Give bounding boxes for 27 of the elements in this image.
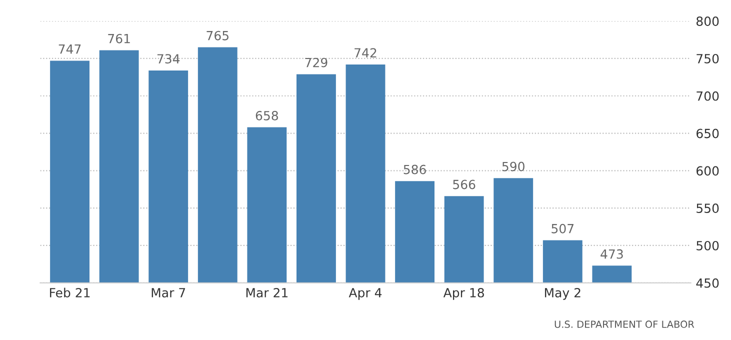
data-label: 507 xyxy=(552,224,574,234)
y-tick-label: 750 xyxy=(696,54,719,64)
data-label: 734 xyxy=(157,54,180,64)
y-tick-label: 550 xyxy=(696,204,719,214)
data-label: 566 xyxy=(453,180,476,190)
y-tick-label: 600 xyxy=(696,166,719,176)
y-tick-label: 450 xyxy=(696,278,719,288)
y-tick-label: 650 xyxy=(696,128,719,138)
x-tick-label: Mar 7 xyxy=(152,288,186,298)
y-tick-label: 800 xyxy=(696,16,719,26)
x-tick-label: May 2 xyxy=(544,288,580,300)
data-label: 473 xyxy=(600,249,623,259)
data-label: 658 xyxy=(256,110,278,120)
y-tick-label: 700 xyxy=(696,91,719,101)
data-label: 742 xyxy=(354,48,376,58)
text: U.S. DEPARTMENT OF LABOR xyxy=(554,320,694,328)
data-label: 590 xyxy=(502,162,524,172)
data-label: 729 xyxy=(305,58,328,68)
data-label: 586 xyxy=(404,164,426,174)
x-tick-label: Apr 4 xyxy=(348,288,382,300)
data-label: 747 xyxy=(58,44,81,54)
x-tick-label: Apr 18 xyxy=(443,288,484,300)
x-tick-label: Feb 21 xyxy=(50,288,90,298)
y-tick-label: 500 xyxy=(696,240,719,250)
data-label: 765 xyxy=(206,30,228,40)
data-label: 761 xyxy=(108,34,130,44)
x-tick-label: Mar 21 xyxy=(246,288,288,298)
